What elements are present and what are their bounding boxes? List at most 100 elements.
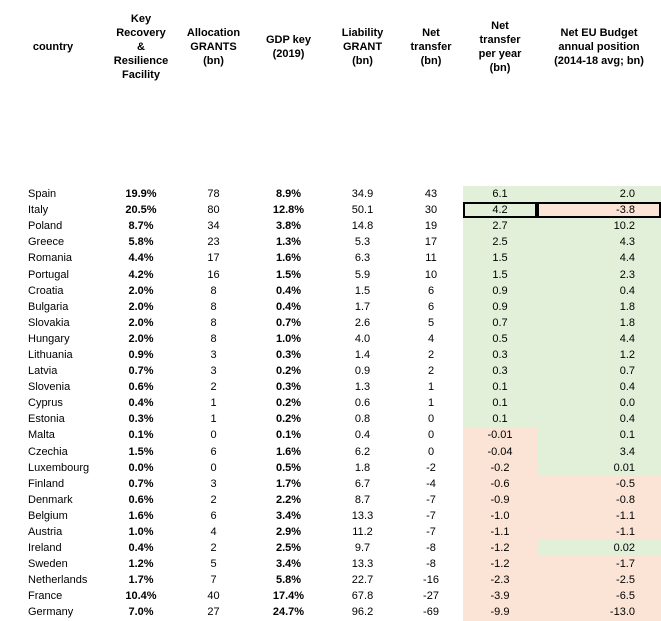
country-cell: Spain — [28, 188, 57, 201]
net-eu-budget-cell: 3.4 — [537, 443, 661, 460]
country-cell: Portugal — [28, 268, 69, 281]
gdp-key-cell: 0.4% — [275, 300, 302, 313]
net-transfer-per-year-cell: 0.3 — [463, 346, 537, 364]
net-transfer-per-year-cell: 6.1 — [463, 186, 537, 203]
net-transfer-cell: -4 — [426, 477, 436, 490]
net-transfer-cell: -8 — [426, 542, 436, 555]
rrf-key-cell: 1.5% — [128, 445, 154, 458]
liability-cell: 34.9 — [351, 188, 374, 201]
liability-cell: 9.7 — [354, 542, 371, 555]
rrf-key-cell: 5.8% — [128, 236, 154, 249]
table-row: Ireland 0.4% 2 2.5% 9.7 -8 -1.2 0.02 — [0, 540, 661, 557]
net-transfer-cell: 11 — [425, 252, 437, 265]
net-eu-budget-cell: 0.1 — [537, 427, 661, 444]
table-row: Cyprus 0.4% 1 0.2% 0.6 1 0.1 0.0 — [0, 395, 661, 412]
liability-cell: 5.3 — [354, 236, 371, 249]
rrf-key-cell: 0.6% — [128, 381, 154, 394]
country-cell: Ireland — [28, 542, 62, 555]
net-transfer-cell: 30 — [424, 204, 438, 217]
table-row: Croatia 2.0% 8 0.4% 1.5 6 0.9 0.4 — [0, 282, 661, 299]
liability-cell: 2.6 — [354, 316, 371, 329]
liability-cell: 13.3 — [351, 558, 374, 571]
rrf-key-cell: 19.9% — [125, 188, 157, 201]
country-cell: Hungary — [28, 332, 70, 345]
table-row: Netherlands 1.7% 7 5.8% 22.7 -16 -2.3 -2.5 — [0, 572, 661, 589]
net-transfer-cell: 2 — [427, 348, 435, 361]
allocation-cell: 40 — [207, 590, 220, 603]
country-cell: Latvia — [28, 365, 58, 378]
gdp-key-cell: 3.4% — [275, 558, 302, 571]
gdp-key-cell: 1.6% — [275, 252, 302, 265]
rrf-key-cell: 1.0% — [128, 526, 154, 539]
net-transfer-per-year-cell: 2.7 — [463, 218, 537, 235]
net-eu-budget-cell: 0.4 — [537, 379, 661, 396]
liability-cell: 1.5 — [354, 284, 371, 297]
table-body: Spain 19.9% 78 8.9% 34.9 43 6.1 2.0 Italy 20.5% 80… — [0, 186, 661, 621]
gdp-key-cell: 8.9% — [275, 188, 302, 201]
net-transfer-per-year-cell: -1.0 — [463, 507, 537, 524]
gdp-key-cell: 12.8% — [272, 204, 305, 217]
allocation-cell: 17 — [207, 252, 220, 265]
net-transfer-cell: 1 — [427, 381, 435, 394]
net-eu-budget-cell: -1.7 — [537, 556, 661, 573]
header-country: country — [32, 40, 74, 53]
net-transfer-per-year-cell: -3.9 — [463, 588, 537, 605]
country-cell: Croatia — [28, 284, 64, 297]
allocation-cell: 2 — [210, 493, 217, 506]
net-transfer-cell: 6 — [427, 284, 435, 297]
net-transfer-per-year-cell: -1.2 — [463, 556, 537, 573]
gdp-key-cell: 0.4% — [275, 284, 302, 297]
net-transfer-cell: 5 — [427, 316, 435, 329]
rrf-key-cell: 2.0% — [128, 316, 154, 329]
net-eu-budget-cell: -0.5 — [537, 475, 661, 492]
net-transfer-cell: 0 — [427, 445, 435, 458]
liability-cell: 0.4 — [354, 429, 371, 442]
table-row: Greece 5.8% 23 1.3% 5.3 17 2.5 4.3 — [0, 234, 661, 251]
allocation-cell: 1 — [210, 413, 217, 426]
table-row: France 10.4% 40 17.4% 67.8 -27 -3.9 -6.5 — [0, 588, 661, 605]
gdp-key-cell: 2.2% — [275, 493, 302, 506]
table-row: Latvia 0.7% 3 0.2% 0.9 2 0.3 0.7 — [0, 363, 661, 380]
country-cell: Poland — [28, 220, 63, 233]
table-row: Poland 8.7% 34 3.8% 14.8 19 2.7 10.2 — [0, 218, 661, 235]
country-cell: Denmark — [28, 493, 73, 506]
net-eu-budget-cell: 0.4 — [537, 411, 661, 428]
country-cell: Italy — [28, 204, 49, 217]
rrf-key-cell: 1.2% — [128, 558, 154, 571]
net-transfer-per-year-cell: 4.2 — [463, 202, 537, 219]
rrf-key-cell: 20.5% — [125, 204, 157, 217]
net-transfer-cell: 2 — [427, 365, 435, 378]
country-cell: Cyprus — [28, 397, 63, 410]
allocation-cell: 4 — [210, 526, 217, 539]
rrf-key-cell: 1.7% — [128, 574, 154, 587]
rrf-key-cell: 8.7% — [128, 220, 154, 233]
net-transfer-per-year-cell: -0.2 — [463, 459, 537, 476]
rrf-key-cell: 4.4% — [128, 252, 154, 265]
liability-cell: 1.4 — [354, 348, 371, 361]
liability-cell: 13.3 — [351, 509, 374, 522]
header-net-eu-budget: Net EU Budget annual position (2014-18 avg… — [554, 26, 644, 67]
rrf-key-cell: 0.7% — [128, 477, 154, 490]
rrf-key-cell: 0.1% — [128, 429, 154, 442]
net-transfer-per-year-cell: 2.5 — [463, 234, 537, 251]
net-transfer-cell: 19 — [424, 220, 438, 233]
net-transfer-per-year-cell: 0.9 — [463, 298, 537, 315]
country-cell: France — [28, 590, 63, 603]
country-cell: Slovenia — [28, 381, 71, 394]
liability-cell: 96.2 — [351, 606, 374, 619]
allocation-cell: 3 — [210, 477, 217, 490]
country-cell: Austria — [28, 526, 63, 539]
liability-cell: 8.7 — [354, 493, 371, 506]
allocation-cell: 23 — [207, 236, 220, 249]
table-row: Italy 20.5% 80 12.8% 50.1 30 4.2 -3.8 — [0, 202, 661, 219]
allocation-cell: 1 — [210, 397, 217, 410]
net-transfer-cell: 0 — [427, 429, 435, 442]
liability-cell: 1.3 — [354, 381, 371, 394]
net-transfer-per-year-cell: -0.04 — [463, 443, 537, 460]
net-transfer-cell: 43 — [424, 188, 438, 201]
country-cell: Czechia — [28, 445, 68, 458]
header-net-transfer: Net transfer (bn) — [410, 26, 452, 67]
net-eu-budget-cell: 2.3 — [537, 266, 661, 283]
liability-cell: 0.8 — [354, 413, 371, 426]
table-row: Germany 7.0% 27 24.7% 96.2 -69 -9.9 -13.0 — [0, 604, 661, 621]
